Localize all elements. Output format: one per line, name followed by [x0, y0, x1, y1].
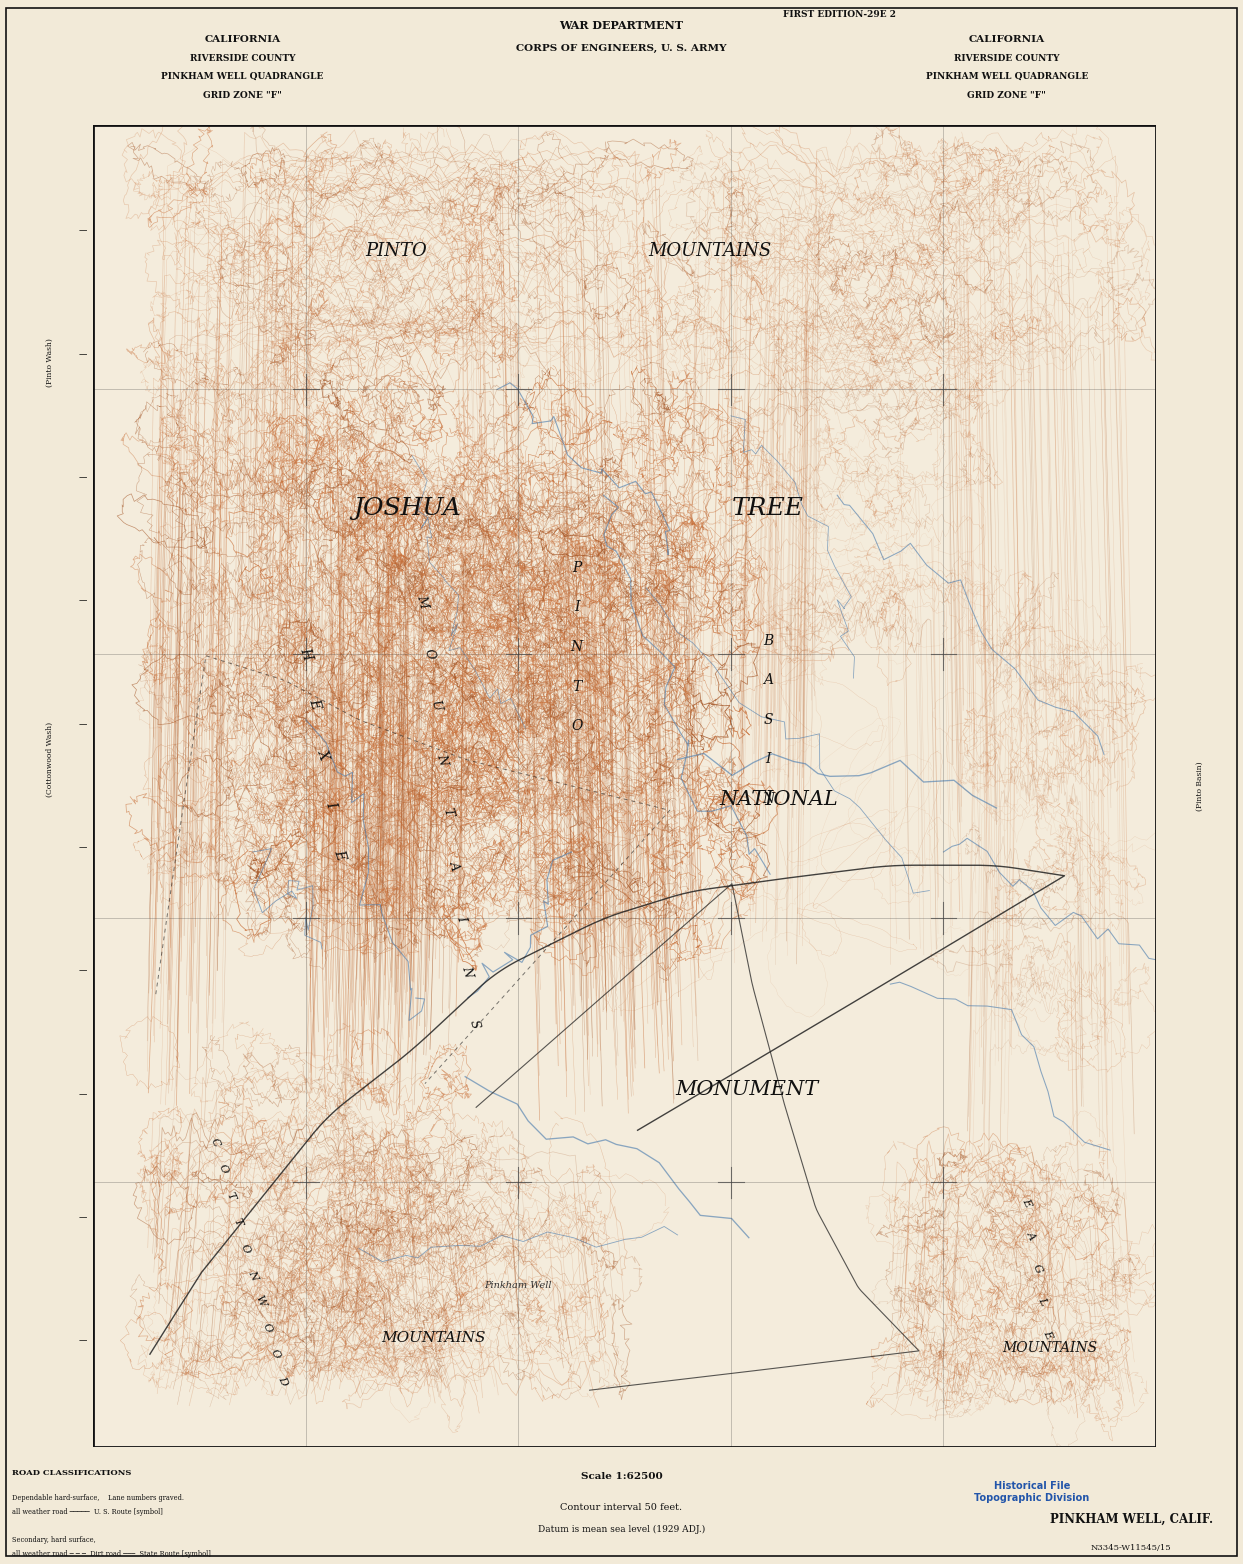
Text: CORPS OF ENGINEERS, U. S. ARMY: CORPS OF ENGINEERS, U. S. ARMY [516, 44, 727, 53]
Text: X: X [314, 748, 331, 762]
Text: H: H [297, 646, 314, 662]
Text: T: T [572, 680, 582, 694]
Text: T: T [224, 1190, 236, 1201]
Text: (Pinto Basin): (Pinto Basin) [1196, 762, 1203, 810]
Text: P: P [572, 561, 582, 576]
Text: I: I [574, 601, 579, 615]
Text: N: N [246, 1268, 260, 1281]
Text: MOUNTAINS: MOUNTAINS [1002, 1340, 1098, 1354]
Text: E: E [1021, 1196, 1033, 1207]
Text: N: N [571, 640, 583, 654]
Text: C: C [209, 1137, 221, 1148]
Text: all weather road ─ ─ ─  Dirt road ───  State Route [symbol]: all weather road ─ ─ ─ Dirt road ─── Sta… [12, 1550, 211, 1558]
Text: U: U [428, 699, 443, 713]
Text: O: O [421, 647, 436, 660]
Text: MOUNTAINS: MOUNTAINS [382, 1331, 486, 1345]
Text: W: W [254, 1293, 267, 1309]
Text: RIVERSIDE COUNTY: RIVERSIDE COUNTY [955, 53, 1059, 63]
Text: T: T [441, 807, 455, 818]
Text: CALIFORNIA: CALIFORNIA [968, 34, 1045, 44]
Text: (Pinto Wash): (Pinto Wash) [46, 338, 53, 388]
Text: —: — [78, 719, 87, 729]
Text: O: O [216, 1164, 230, 1176]
Text: I: I [766, 752, 771, 766]
Text: RIVERSIDE COUNTY: RIVERSIDE COUNTY [190, 53, 295, 63]
Text: A: A [763, 673, 773, 687]
Text: TREE: TREE [732, 497, 804, 519]
Text: MOUNTAINS: MOUNTAINS [648, 242, 771, 260]
Text: O: O [571, 719, 583, 734]
Text: E: E [306, 698, 322, 712]
Text: JOSHUA: JOSHUA [353, 497, 461, 519]
Text: Datum is mean sea level (1929 ADJ.): Datum is mean sea level (1929 ADJ.) [538, 1525, 705, 1534]
Text: NATIONAL: NATIONAL [720, 790, 838, 809]
Text: D: D [276, 1375, 288, 1387]
Text: PINTO: PINTO [365, 242, 428, 260]
Text: O: O [261, 1322, 273, 1334]
Text: E: E [332, 848, 348, 862]
Text: N: N [762, 791, 774, 805]
Text: all weather road ─────  U. S. Route [symbol]: all weather road ───── U. S. Route [symb… [12, 1508, 163, 1516]
Text: Secondary, hard surface,: Secondary, hard surface, [12, 1536, 96, 1544]
Text: T: T [231, 1217, 244, 1228]
Text: N3345-W11545/15: N3345-W11545/15 [1091, 1544, 1171, 1551]
Text: L: L [1037, 1297, 1048, 1308]
Text: —: — [78, 1337, 87, 1345]
Text: E: E [1042, 1328, 1054, 1340]
Text: CALIFORNIA: CALIFORNIA [204, 34, 281, 44]
Text: WAR DEPARTMENT: WAR DEPARTMENT [559, 20, 684, 31]
Text: —: — [78, 967, 87, 976]
Text: (Cottonwood Wash): (Cottonwood Wash) [46, 723, 53, 798]
Text: —: — [78, 350, 87, 358]
Text: PINKHAM WELL QUADRANGLE: PINKHAM WELL QUADRANGLE [162, 72, 323, 81]
Text: PINKHAM WELL, CALIF.: PINKHAM WELL, CALIF. [1049, 1512, 1213, 1525]
Text: PINKHAM WELL QUADRANGLE: PINKHAM WELL QUADRANGLE [926, 72, 1088, 81]
Text: —: — [78, 227, 87, 235]
Text: B: B [763, 633, 773, 647]
Text: O: O [239, 1242, 251, 1254]
Text: FIRST EDITION-29E 2: FIRST EDITION-29E 2 [783, 9, 896, 19]
Text: GRID ZONE "F": GRID ZONE "F" [203, 91, 282, 100]
Text: MONUMENT: MONUMENT [675, 1081, 818, 1099]
Text: N: N [434, 752, 450, 766]
Text: —: — [78, 1090, 87, 1099]
Text: Scale 1:62500: Scale 1:62500 [580, 1472, 663, 1481]
Text: —: — [78, 843, 87, 852]
Text: A: A [1025, 1229, 1038, 1240]
Text: S: S [466, 1018, 481, 1029]
Text: ROAD CLASSIFICATIONS: ROAD CLASSIFICATIONS [12, 1469, 132, 1476]
Text: Dependable hard-surface,    Lane numbers graved.: Dependable hard-surface, Lane numbers gr… [12, 1494, 184, 1501]
Text: Contour interval 50 feet.: Contour interval 50 feet. [561, 1503, 682, 1512]
Text: G: G [1030, 1262, 1043, 1275]
Text: Historical File
Topographic Division: Historical File Topographic Division [975, 1481, 1089, 1503]
Text: O: O [268, 1348, 281, 1361]
Text: GRID ZONE "F": GRID ZONE "F" [967, 91, 1047, 100]
Text: N: N [460, 963, 475, 978]
Text: —: — [78, 472, 87, 482]
Text: M: M [415, 593, 430, 608]
Text: —: — [78, 596, 87, 605]
Text: Pinkham Well: Pinkham Well [485, 1281, 552, 1290]
Text: S: S [763, 713, 773, 727]
Text: I: I [454, 913, 467, 923]
Text: —: — [78, 1214, 87, 1221]
Text: I: I [323, 799, 339, 809]
Text: A: A [447, 859, 462, 871]
